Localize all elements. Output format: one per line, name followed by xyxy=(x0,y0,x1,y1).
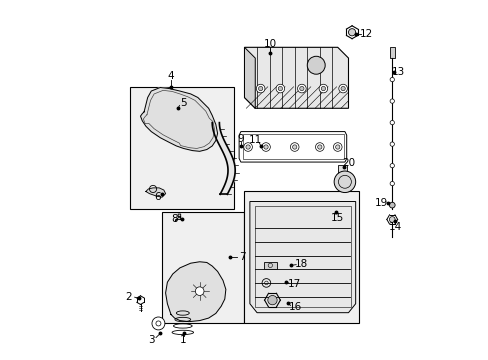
Circle shape xyxy=(389,142,394,146)
Polygon shape xyxy=(145,188,165,197)
Circle shape xyxy=(389,181,394,186)
Text: 18: 18 xyxy=(295,259,308,269)
Circle shape xyxy=(299,86,304,91)
Circle shape xyxy=(258,86,262,91)
Circle shape xyxy=(292,145,296,149)
Circle shape xyxy=(388,202,394,208)
Circle shape xyxy=(389,163,394,168)
Bar xyxy=(337,165,346,174)
Circle shape xyxy=(264,145,267,149)
Circle shape xyxy=(389,77,394,82)
Text: 10: 10 xyxy=(263,40,276,49)
Circle shape xyxy=(389,99,394,103)
Text: 8: 8 xyxy=(171,215,178,224)
Circle shape xyxy=(315,143,324,151)
Text: 13: 13 xyxy=(391,67,405,77)
Circle shape xyxy=(333,171,355,193)
Text: 19: 19 xyxy=(374,198,387,208)
Polygon shape xyxy=(239,132,346,162)
Text: 6: 6 xyxy=(154,192,161,202)
Polygon shape xyxy=(244,47,255,108)
Text: 20: 20 xyxy=(342,158,355,168)
Circle shape xyxy=(245,145,250,149)
Circle shape xyxy=(261,143,270,151)
Text: 4: 4 xyxy=(167,71,174,81)
Bar xyxy=(129,87,233,209)
Text: 15: 15 xyxy=(330,213,343,222)
Circle shape xyxy=(319,84,327,93)
Polygon shape xyxy=(140,87,217,151)
Text: 17: 17 xyxy=(287,279,301,289)
Circle shape xyxy=(389,121,394,125)
Bar xyxy=(264,262,276,269)
Text: 7: 7 xyxy=(239,252,245,262)
Circle shape xyxy=(388,217,394,222)
Bar xyxy=(244,191,359,323)
Circle shape xyxy=(244,143,252,151)
Circle shape xyxy=(267,296,277,305)
Text: 5: 5 xyxy=(180,98,186,108)
Circle shape xyxy=(256,84,264,93)
Text: 11: 11 xyxy=(248,135,262,145)
Text: 12: 12 xyxy=(359,29,372,39)
Circle shape xyxy=(340,86,345,91)
Bar xyxy=(389,47,394,58)
Bar xyxy=(254,206,350,307)
Circle shape xyxy=(321,86,325,91)
Bar xyxy=(162,212,244,323)
Bar xyxy=(243,134,343,159)
Text: 16: 16 xyxy=(288,302,302,312)
Circle shape xyxy=(152,317,164,330)
Circle shape xyxy=(306,56,325,74)
Text: 3: 3 xyxy=(148,334,154,345)
Text: 1: 1 xyxy=(180,334,186,345)
Circle shape xyxy=(290,143,298,151)
Polygon shape xyxy=(249,202,355,313)
Text: 14: 14 xyxy=(387,222,401,231)
Polygon shape xyxy=(244,47,348,108)
Circle shape xyxy=(297,84,305,93)
Text: 9: 9 xyxy=(237,134,244,144)
Circle shape xyxy=(317,145,321,149)
Circle shape xyxy=(335,145,339,149)
Polygon shape xyxy=(165,262,225,321)
Text: 2: 2 xyxy=(125,292,132,302)
Polygon shape xyxy=(175,214,180,221)
Circle shape xyxy=(278,86,282,91)
Circle shape xyxy=(195,287,203,296)
Circle shape xyxy=(333,143,341,151)
Circle shape xyxy=(276,84,284,93)
Circle shape xyxy=(338,84,346,93)
Circle shape xyxy=(348,29,355,36)
